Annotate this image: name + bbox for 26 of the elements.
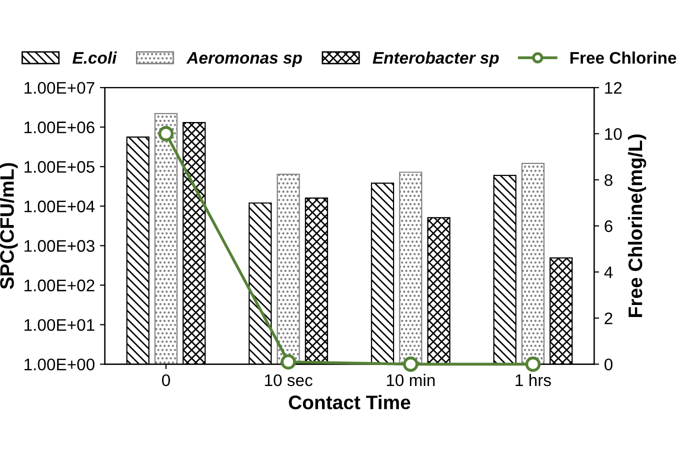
y2-tick-label: 8 — [604, 174, 612, 186]
y2-tick-label: 2 — [604, 312, 612, 324]
x-tick-label: 10 sec — [265, 374, 312, 386]
legend-label: Free Chlorine — [570, 52, 676, 64]
x-tick-label: 10 min — [386, 374, 435, 386]
x-tick-label: 0 — [162, 374, 170, 386]
x-tick-label: 1 hrs — [516, 374, 551, 386]
legend-label: Enterobacter sp — [372, 52, 499, 68]
y2-axis-title: Free Chlorine(mg/L) — [628, 134, 646, 317]
y-tick-label: 1.00E+07 — [24, 82, 94, 94]
y-tick-label: 1.00E+02 — [24, 280, 94, 292]
y2-tick-label: 6 — [604, 220, 612, 232]
y-tick-label: 1.00E+04 — [24, 200, 95, 212]
y2-tick-label: 4 — [604, 266, 613, 278]
y2-tick-label: 12 — [605, 82, 622, 94]
legend-label: E.coli — [72, 52, 117, 64]
y-tick-label: 1.00E+00 — [24, 358, 94, 370]
y-tick-label: 1.00E+01 — [24, 319, 94, 331]
y2-tick-label: 0 — [604, 358, 612, 370]
x-axis-title: Contact Time — [288, 395, 410, 410]
y-tick-label: 1.00E+06 — [24, 122, 94, 134]
y-axis-title: SPC(CFU/mL) — [0, 163, 18, 290]
y-tick-label: 1.00E+05 — [24, 161, 94, 173]
y2-tick-label: 10 — [605, 128, 622, 140]
legend-label: Aeromonas sp — [186, 52, 302, 68]
y-tick-label: 1.00E+03 — [24, 240, 94, 252]
